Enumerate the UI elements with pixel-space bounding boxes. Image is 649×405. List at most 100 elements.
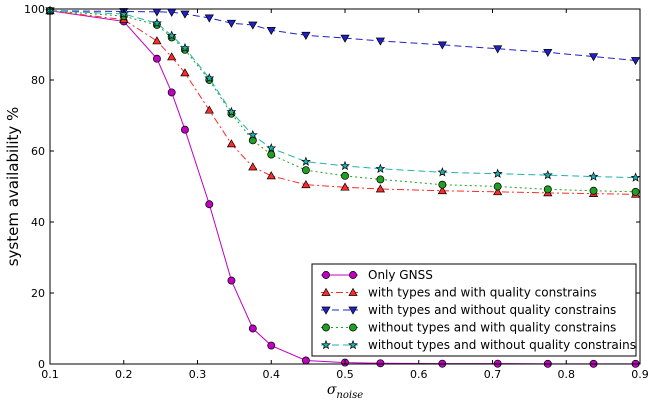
y-tick-label: 80 <box>31 74 45 87</box>
data-point <box>180 68 190 77</box>
data-point <box>631 187 640 196</box>
series-line-3 <box>49 10 636 193</box>
data-point <box>341 171 349 180</box>
data-point <box>375 184 386 193</box>
x-tick-label: 0.1 <box>41 368 59 381</box>
data-point <box>630 172 641 182</box>
x-axis-label: σnoise <box>327 382 363 401</box>
plot-marks <box>45 5 641 368</box>
data-point <box>301 356 310 365</box>
legend-marker <box>321 287 331 296</box>
data-point <box>226 106 237 117</box>
legend-label: without types and with quality constrain… <box>368 321 616 335</box>
legend-box <box>311 263 637 357</box>
data-point <box>204 105 214 114</box>
data-point <box>205 200 214 209</box>
data-point <box>248 324 257 333</box>
data-point <box>493 187 503 196</box>
legend-label: with types and with quality constrains <box>368 286 597 300</box>
data-point <box>266 142 277 153</box>
legend-marker <box>322 271 330 279</box>
data-point <box>492 168 503 178</box>
x-tick-label: 0.8 <box>558 368 576 381</box>
data-point <box>247 129 258 140</box>
data-point <box>167 88 176 97</box>
y-tick-label: 20 <box>31 287 45 300</box>
data-point <box>543 48 553 58</box>
y-axis-label: system availability % <box>4 107 22 267</box>
data-point <box>438 180 447 189</box>
data-point <box>226 139 237 148</box>
data-point <box>301 166 310 175</box>
y-tick-label: 40 <box>31 216 45 229</box>
data-point <box>340 34 350 43</box>
data-point <box>204 73 215 83</box>
data-point <box>266 26 276 36</box>
data-point <box>376 359 385 368</box>
data-point <box>167 52 177 61</box>
legend-marker <box>321 339 331 350</box>
y-tick-label: 60 <box>31 145 45 158</box>
legend-marker <box>348 339 358 350</box>
data-point <box>267 150 276 159</box>
data-point <box>589 186 598 195</box>
x-tick-label: 0.2 <box>115 368 133 381</box>
legend-marker <box>348 306 358 315</box>
axis-ticks: 0.1 0.2 0.3 0.4 0.5 0.6 0.7 0.8 0.9 0 20 40 60 80 100 <box>24 3 649 381</box>
data-point <box>588 171 599 181</box>
data-point <box>375 37 386 46</box>
data-point <box>437 186 447 195</box>
data-point <box>180 10 190 19</box>
data-point <box>152 36 162 45</box>
legend: Only GNSS with types and with quality con… <box>311 263 637 357</box>
data-point <box>301 180 311 189</box>
series-2 <box>45 7 641 66</box>
data-point <box>376 175 385 184</box>
x-tick-label: 0.9 <box>631 368 649 381</box>
x-tick-label: 0.6 <box>410 368 428 381</box>
data-point <box>118 8 129 19</box>
data-point <box>437 41 447 50</box>
data-point <box>227 276 236 285</box>
data-point <box>300 156 311 166</box>
data-point <box>588 53 599 62</box>
x-tick-label: 0.7 <box>484 368 502 381</box>
data-point <box>166 30 177 40</box>
x-axis-label-symbol: σ <box>327 382 337 398</box>
y-tick-label: 0 <box>38 358 45 371</box>
data-point <box>267 341 276 350</box>
data-point <box>152 54 161 63</box>
data-point <box>437 167 448 177</box>
data-point <box>543 185 552 194</box>
data-point <box>493 182 502 191</box>
legend-marker <box>349 271 357 279</box>
data-point <box>152 8 162 17</box>
legend-label: with types and without quality constrain… <box>368 303 616 317</box>
x-axis-label-subscript: noise <box>336 390 363 401</box>
legend-label: Only GNSS <box>368 268 433 282</box>
data-point <box>301 31 311 40</box>
data-point <box>266 171 276 180</box>
x-tick-label: 0.3 <box>189 368 207 381</box>
data-point <box>226 19 237 28</box>
legend-label: without types and without quality constr… <box>368 338 636 352</box>
legend-marker <box>349 323 357 332</box>
legend-marker <box>348 287 358 296</box>
series-4 <box>45 5 641 182</box>
x-tick-label: 0.4 <box>263 368 281 381</box>
data-point <box>248 21 258 30</box>
data-point <box>542 169 553 180</box>
data-point <box>180 42 190 53</box>
data-point <box>152 18 162 28</box>
data-point <box>630 57 641 66</box>
x-tick-label: 0.5 <box>336 368 354 381</box>
data-point <box>375 163 386 173</box>
y-tick-label: 100 <box>24 3 45 16</box>
legend-marker <box>322 323 330 332</box>
data-point <box>248 162 258 171</box>
data-point <box>340 182 350 191</box>
data-point <box>493 45 503 54</box>
data-point <box>181 125 189 134</box>
data-point <box>340 160 350 171</box>
